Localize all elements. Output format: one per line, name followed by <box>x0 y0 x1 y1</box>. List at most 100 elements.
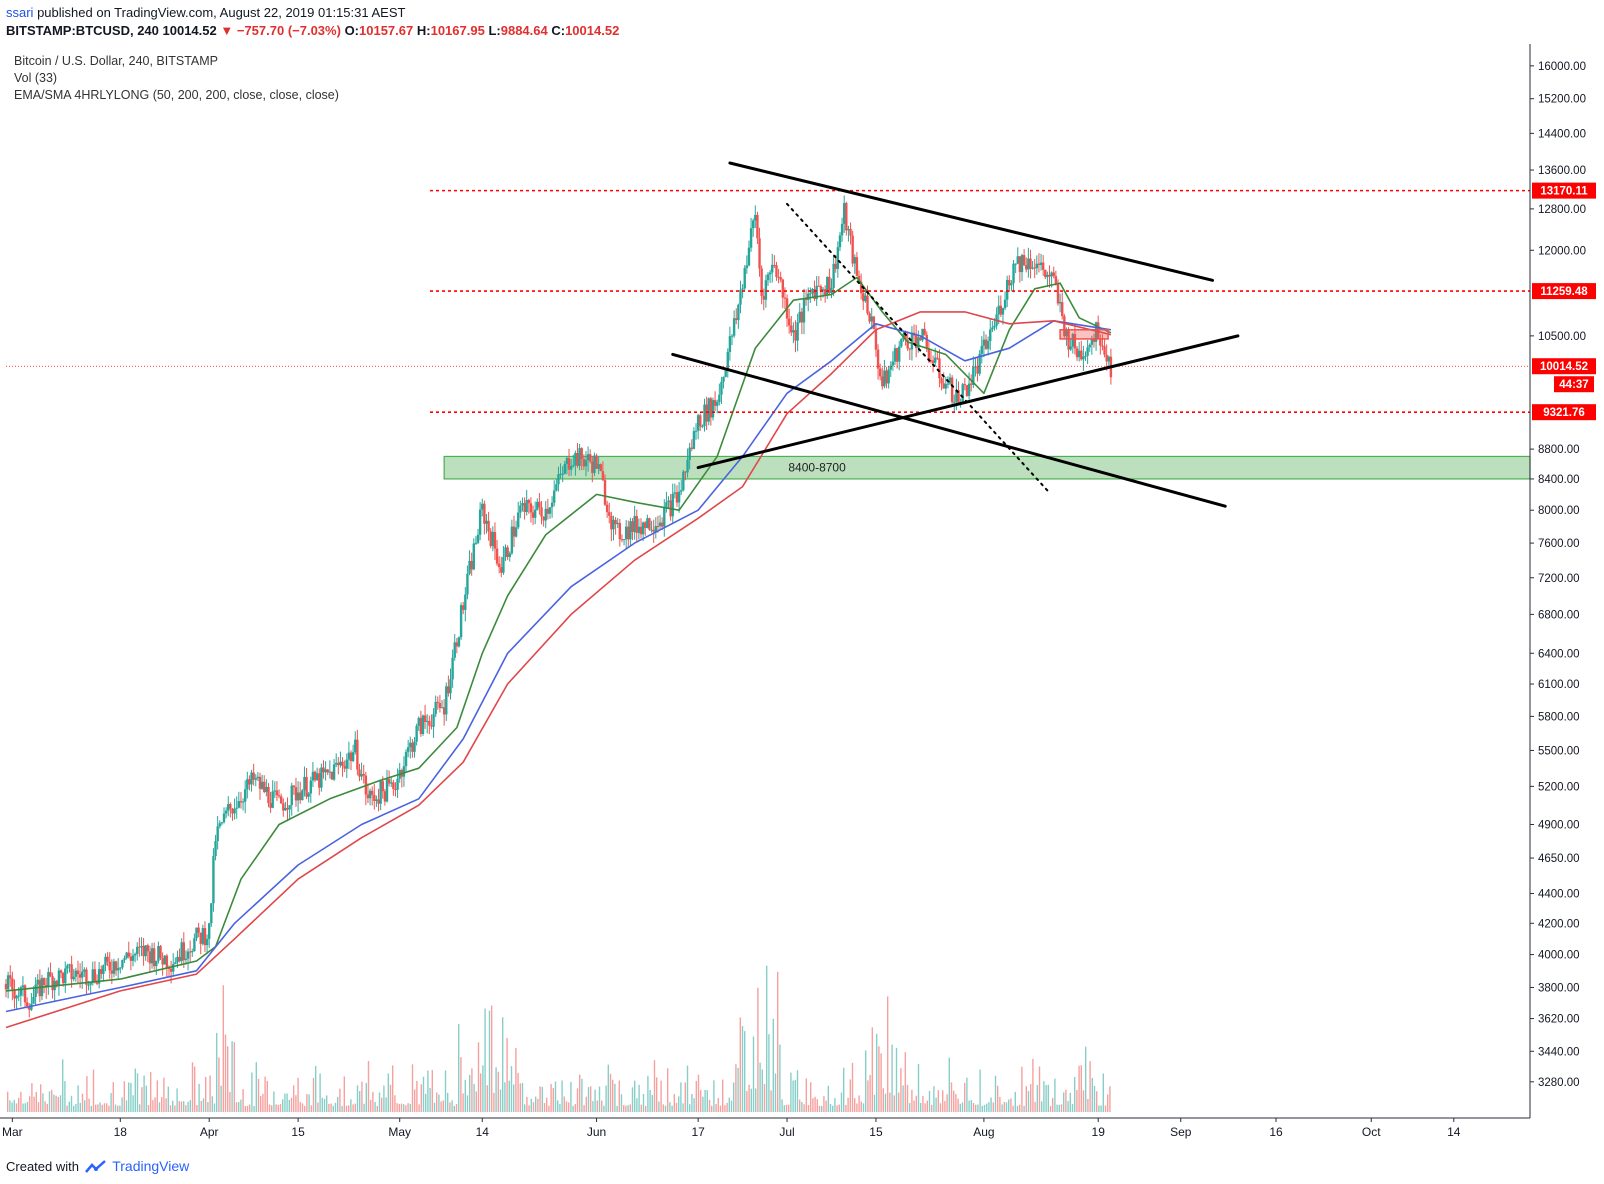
range-rectangle[interactable] <box>1059 329 1109 340</box>
volume-bar <box>711 1105 713 1112</box>
volume-bar <box>774 1073 777 1112</box>
volume-bar <box>915 1095 917 1112</box>
candle-body <box>17 995 20 997</box>
sma-200-line[interactable] <box>5 320 1112 1013</box>
candle-body <box>893 348 897 362</box>
volume-bar <box>972 1103 975 1112</box>
candle-body <box>497 563 501 568</box>
volume-bar <box>392 1065 394 1112</box>
volume-bar <box>504 1082 506 1112</box>
volume-bar <box>761 1069 763 1112</box>
volume-bar <box>422 1076 425 1112</box>
candle-body <box>633 516 636 533</box>
trendline-dotted-diagonal[interactable] <box>786 202 1049 492</box>
candle-body <box>263 781 266 792</box>
candle-body <box>1103 346 1106 355</box>
candle-body <box>296 792 300 801</box>
candle-body <box>705 404 708 422</box>
candle-body <box>781 279 785 298</box>
candle-body <box>895 348 899 362</box>
volume-bar <box>46 1103 48 1112</box>
candle-body <box>294 787 298 801</box>
candle-body <box>305 776 308 797</box>
price-change: ▼ −757.70 (−7.03%) <box>220 23 341 38</box>
candle-body <box>453 642 456 658</box>
candle-body <box>656 526 660 528</box>
volume-bar <box>909 1103 911 1112</box>
volume-bar <box>832 1105 834 1112</box>
volume-bar <box>884 1093 887 1112</box>
candle-body <box>193 938 196 951</box>
volume-bar <box>205 1076 207 1112</box>
volume-bar <box>332 1105 334 1112</box>
volume-bar <box>317 1102 319 1112</box>
candle-body <box>976 366 979 374</box>
volume-bar <box>315 1065 317 1112</box>
candle-body <box>540 507 543 517</box>
candle-body <box>692 431 696 449</box>
candle-body <box>531 512 535 518</box>
volume-bar <box>693 1098 695 1112</box>
candle-body <box>931 360 935 363</box>
candle-body <box>368 790 372 799</box>
volume-bar <box>565 1101 568 1112</box>
volume-bar <box>420 1084 422 1112</box>
volume-bar <box>645 1105 647 1112</box>
legend-volume[interactable]: Vol (33) <box>14 71 58 85</box>
candle-body <box>377 799 380 804</box>
candle-body <box>1084 355 1087 357</box>
candle-body <box>569 465 573 470</box>
candle-body <box>176 956 179 963</box>
support-zone[interactable] <box>443 455 1531 480</box>
volume-bar <box>1054 1078 1056 1112</box>
volume-bar <box>141 1087 143 1112</box>
candle-body <box>557 474 560 485</box>
price-chart[interactable]: 8400-8700 3280.00 3440.00 3620.00 3800.00 400… <box>0 44 1604 1154</box>
candle-body <box>265 786 268 792</box>
volume-bar <box>876 1033 878 1112</box>
y-tick-label: 14400.00 <box>1538 128 1586 140</box>
volume-bar <box>273 1091 275 1112</box>
volume-bar <box>1023 1105 1025 1112</box>
volume-bar <box>697 1074 700 1112</box>
volume-bar <box>53 1094 55 1112</box>
candle-body <box>476 534 480 543</box>
ema-200-line[interactable] <box>5 311 1112 1029</box>
volume-bar <box>81 1093 84 1112</box>
candle-body <box>34 984 37 997</box>
candle-body <box>72 976 75 980</box>
author-link[interactable]: ssari <box>6 5 34 20</box>
candle-body <box>335 762 338 765</box>
candle-body <box>1005 279 1009 300</box>
volume-bar <box>942 1090 944 1112</box>
volume-bar <box>686 1065 689 1112</box>
price-level-badge-label: 9321.76 <box>1543 407 1585 419</box>
volume-bar <box>268 1104 271 1112</box>
volume-bar <box>1021 1066 1023 1112</box>
candle-body <box>586 454 590 461</box>
publish-header: ssari published on TradingView.com, Augu… <box>6 4 405 22</box>
volume-bar <box>306 1093 308 1112</box>
trendline-upper-descending[interactable] <box>728 161 1214 282</box>
candle-body <box>567 458 571 470</box>
candle-body <box>91 969 94 983</box>
candle-body <box>258 776 262 789</box>
volume-bar <box>966 1077 968 1112</box>
volume-bar <box>383 1085 385 1112</box>
trendline-lower-descending[interactable] <box>671 352 1227 508</box>
candle-body <box>620 539 624 541</box>
legend-title[interactable]: Bitcoin / U.S. Dollar, 240, BITSTAMP <box>14 54 219 68</box>
volume-bar <box>462 1093 464 1112</box>
candle-body <box>449 679 452 694</box>
ema-50-line[interactable] <box>5 276 1112 992</box>
volume-bar <box>825 1100 827 1112</box>
price-level-badge-label: 11259.48 <box>1540 286 1588 298</box>
legend-indicator[interactable]: EMA/SMA 4HRLYLONG (50, 200, 200, close, … <box>14 88 339 102</box>
y-tick-label: 3620.00 <box>1538 1014 1580 1026</box>
tradingview-brand[interactable]: TradingView <box>112 1158 190 1174</box>
candle-body <box>595 455 598 469</box>
volume-bar <box>955 1094 957 1112</box>
x-tick-label: Oct <box>1362 1125 1381 1139</box>
candle-body <box>802 298 806 323</box>
volume-bar <box>275 1104 277 1112</box>
